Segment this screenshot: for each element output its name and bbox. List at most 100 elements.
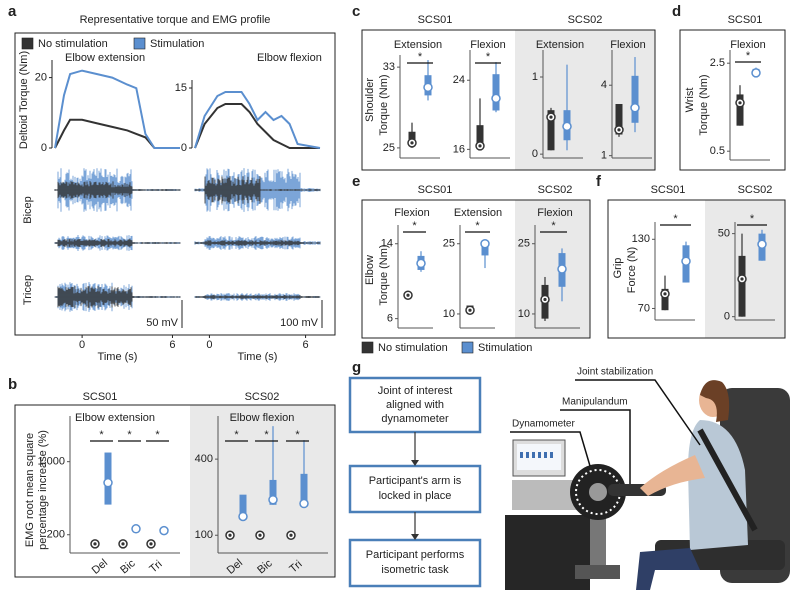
flow-step-text: isometric task	[381, 564, 449, 576]
flow-step-text: dynamometer	[381, 413, 449, 425]
y-tick-label: 0	[532, 148, 538, 160]
median	[103, 477, 113, 488]
box	[492, 74, 500, 111]
callout-lines	[510, 379, 701, 484]
chart-title: Flexion	[470, 39, 505, 51]
emg-trace	[194, 240, 321, 246]
chart-title: Elbow extension	[65, 52, 145, 64]
significance-label: *	[412, 220, 417, 232]
group-label: SCS01	[418, 14, 453, 26]
y-tick-label: 100	[195, 529, 213, 541]
chart-title: Elbow flexion	[230, 412, 295, 424]
row-label: Tricep	[22, 275, 34, 305]
panel-label: e	[352, 173, 360, 190]
median-dot	[121, 542, 125, 546]
y-tick-label: 24	[453, 74, 465, 86]
dynamometer-hub	[589, 483, 607, 501]
panel-frame	[679, 29, 786, 171]
significance-label: *	[486, 51, 491, 63]
panel-label: b	[8, 376, 17, 393]
flow-step-text: Joint of interest	[378, 385, 453, 397]
group-label: SCS02	[738, 184, 773, 196]
chart-title: Elbow flexion	[257, 52, 322, 64]
chart-title: Extension	[454, 207, 502, 219]
median-dot	[549, 115, 553, 119]
shaded-region	[515, 200, 590, 338]
median	[757, 239, 767, 250]
chart-title: Flexion	[537, 207, 572, 219]
median	[238, 511, 248, 522]
legend-label: Stimulation	[478, 342, 532, 354]
y-tick-label: 0	[41, 142, 47, 154]
median-dot	[149, 542, 153, 546]
chart-title: Extension	[536, 39, 584, 51]
scale-bar-label: 100 mV	[280, 317, 319, 329]
group-label: SCS02	[538, 184, 573, 196]
y-tick-label: 2.5	[710, 57, 725, 69]
y-tick-label: 25	[383, 142, 395, 154]
x-tick-label: 6	[169, 339, 175, 351]
dynamometer-base	[575, 565, 620, 579]
flow-step-text: aligned with	[386, 399, 444, 411]
panel-label: c	[352, 3, 360, 20]
emg-trace	[194, 176, 321, 204]
panel-label: g	[352, 359, 361, 376]
group-label: SCS01	[418, 184, 453, 196]
callout-line	[560, 409, 631, 484]
box	[476, 125, 484, 148]
flow-step-text: Participant's arm is	[369, 475, 462, 487]
significance-label: *	[746, 50, 751, 62]
callout-line	[510, 431, 591, 467]
box	[547, 110, 555, 151]
legend-label: No stimulation	[378, 342, 448, 354]
row-label: Bicep	[22, 196, 34, 224]
median-dot	[468, 308, 472, 312]
axis-label: EMG root mean square	[24, 433, 36, 547]
median-dot	[228, 533, 232, 537]
box	[269, 479, 277, 505]
emg-trace	[194, 295, 321, 299]
axis-label: percentage increase (%)	[37, 430, 49, 550]
median	[491, 93, 501, 104]
median	[557, 264, 567, 274]
panel-frame	[14, 404, 336, 578]
torque-line	[54, 118, 180, 149]
arm	[640, 455, 705, 496]
group-label: SCS02	[568, 14, 603, 26]
median	[423, 82, 433, 93]
chart-title: Extension	[394, 39, 442, 51]
legend-swatch	[133, 37, 146, 50]
row-label: Shoulder	[364, 78, 376, 122]
y-tick-label: 15	[175, 82, 187, 94]
screen-bars	[520, 452, 553, 458]
box	[239, 494, 247, 520]
median-dot	[617, 128, 621, 132]
y-tick-label: 400	[195, 453, 213, 465]
legend-swatch	[361, 341, 374, 354]
significance-label: *	[418, 51, 423, 63]
y-tick-label: 130	[632, 233, 650, 245]
box	[615, 104, 623, 135]
callout-label: Manipulandum	[562, 397, 628, 408]
significance-label: *	[750, 213, 755, 225]
emg-trace	[54, 286, 181, 308]
panel-label: f	[596, 173, 602, 190]
axis-label: Torque (Nm)	[698, 74, 710, 135]
significance-label: *	[475, 220, 480, 232]
axis-label: Torque (Nm)	[378, 74, 390, 135]
panel-title: Representative torque and EMG profile	[80, 14, 271, 26]
torque-line	[54, 69, 180, 149]
y-tick-label: 70	[638, 302, 650, 314]
panel-frame	[361, 29, 656, 171]
y-tick-label: 0.5	[710, 145, 725, 157]
median-dot	[663, 292, 667, 296]
axis-label: Deltoid Torque (Nm)	[18, 51, 30, 149]
axis-label: Torque (Nm)	[378, 244, 390, 305]
y-tick-label: 1	[601, 150, 607, 162]
significance-label: *	[234, 429, 239, 441]
box	[736, 94, 744, 126]
significance-label: *	[673, 213, 678, 225]
chart-title: Flexion	[730, 39, 765, 51]
median-dot	[406, 293, 410, 297]
y-tick-label: 50	[718, 228, 730, 240]
